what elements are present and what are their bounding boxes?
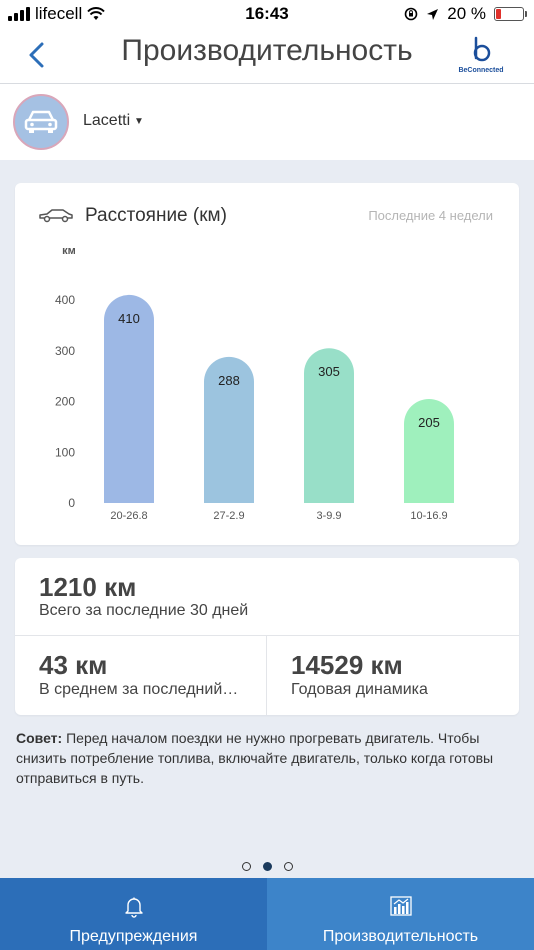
total-distance-label: Всего за последние 30 дней [39,602,249,619]
status-right: 20 % [404,4,527,24]
average-distance-value: 43 км [39,650,108,680]
bar-value-label: 410 [118,311,140,326]
y-tick-label: 200 [55,395,75,409]
bar-value-label: 305 [318,364,340,379]
battery-percent: 20 % [447,4,486,23]
bar [404,398,454,503]
beconnected-logo-icon [473,36,491,62]
yearly-distance-label: Годовая динамика [291,681,428,698]
status-time: 16:43 [245,4,289,23]
average-distance-label: В среднем за последний… [39,681,239,698]
tab-bar: Предупреждения Производительность [0,878,534,950]
x-tick-label: 3-9.9 [316,510,341,522]
tip-text: Совет: Перед началом поездки не нужно пр… [16,728,516,788]
x-tick-label: 27-2.9 [213,510,244,522]
y-tick-label: 0 [68,496,75,510]
divider [266,636,267,715]
location-icon [427,8,439,20]
tip-prefix: Совет: [16,730,63,746]
divider [15,635,519,636]
bell-icon [124,897,143,918]
chevron-down-icon[interactable]: ▼ [134,116,144,127]
bar [204,356,254,503]
carrier-label: lifecell [35,4,83,23]
tab-alerts[interactable]: Предупреждения [0,878,267,950]
app-header: Производительность BeConnected [0,30,534,84]
rotation-lock-icon [404,7,418,21]
battery-icon [494,7,527,21]
total-distance-value: 1210 км [39,572,137,602]
bar [104,294,154,503]
x-tick-label: 20-26.8 [110,510,147,522]
distance-chart-card: Расстояние (км) Последние 4 недели км 400… [15,183,519,545]
car-name-dropdown[interactable]: Lacetti [83,112,131,129]
signal-icon [8,7,30,21]
page-dot-active[interactable] [262,862,272,871]
chart-period: Последние 4 недели [368,208,493,223]
back-button[interactable] [22,38,52,72]
chart-title: Расстояние (км) [85,205,227,226]
page-indicator [0,862,534,871]
car-front-icon [24,110,58,133]
distance-bar-chart: км 400 300 200 100 0 410 20-26.8 288 27-2.9 305 3-9… [55,245,454,522]
bar [304,348,354,503]
status-bar: lifecell 16:43 20 % [0,0,534,30]
page-dot[interactable] [283,862,293,871]
wifi-icon [87,7,105,20]
stats-card: 1210 км Всего за последние 30 дней 43 км… [15,558,519,715]
car-selector-bar: Lacetti ▼ [0,84,534,160]
logo-text: BeConnected [458,67,504,74]
bar-value-label: 205 [418,415,440,430]
tab-alerts-label: Предупреждения [69,928,198,945]
y-axis-unit-label: км [62,245,76,257]
y-tick-label: 100 [55,445,75,459]
y-tick-label: 300 [55,344,75,358]
car-side-icon [39,209,73,223]
bar-value-label: 288 [218,373,240,388]
status-left: lifecell [8,4,105,24]
beconnected-logo: BeConnected [456,36,506,78]
page-dot[interactable] [241,862,251,871]
x-tick-label: 10-16.9 [410,510,447,522]
tip-body: Перед началом поездки не нужно прогреват… [16,730,494,786]
bar-chart-icon [389,896,412,916]
car-avatar[interactable] [13,94,69,150]
yearly-distance-value: 14529 км [291,650,403,680]
page-title: Производительность [121,34,413,67]
tab-performance-label: Производительность [322,928,479,945]
tab-performance[interactable]: Производительность [267,878,534,950]
y-tick-label: 400 [55,293,75,307]
